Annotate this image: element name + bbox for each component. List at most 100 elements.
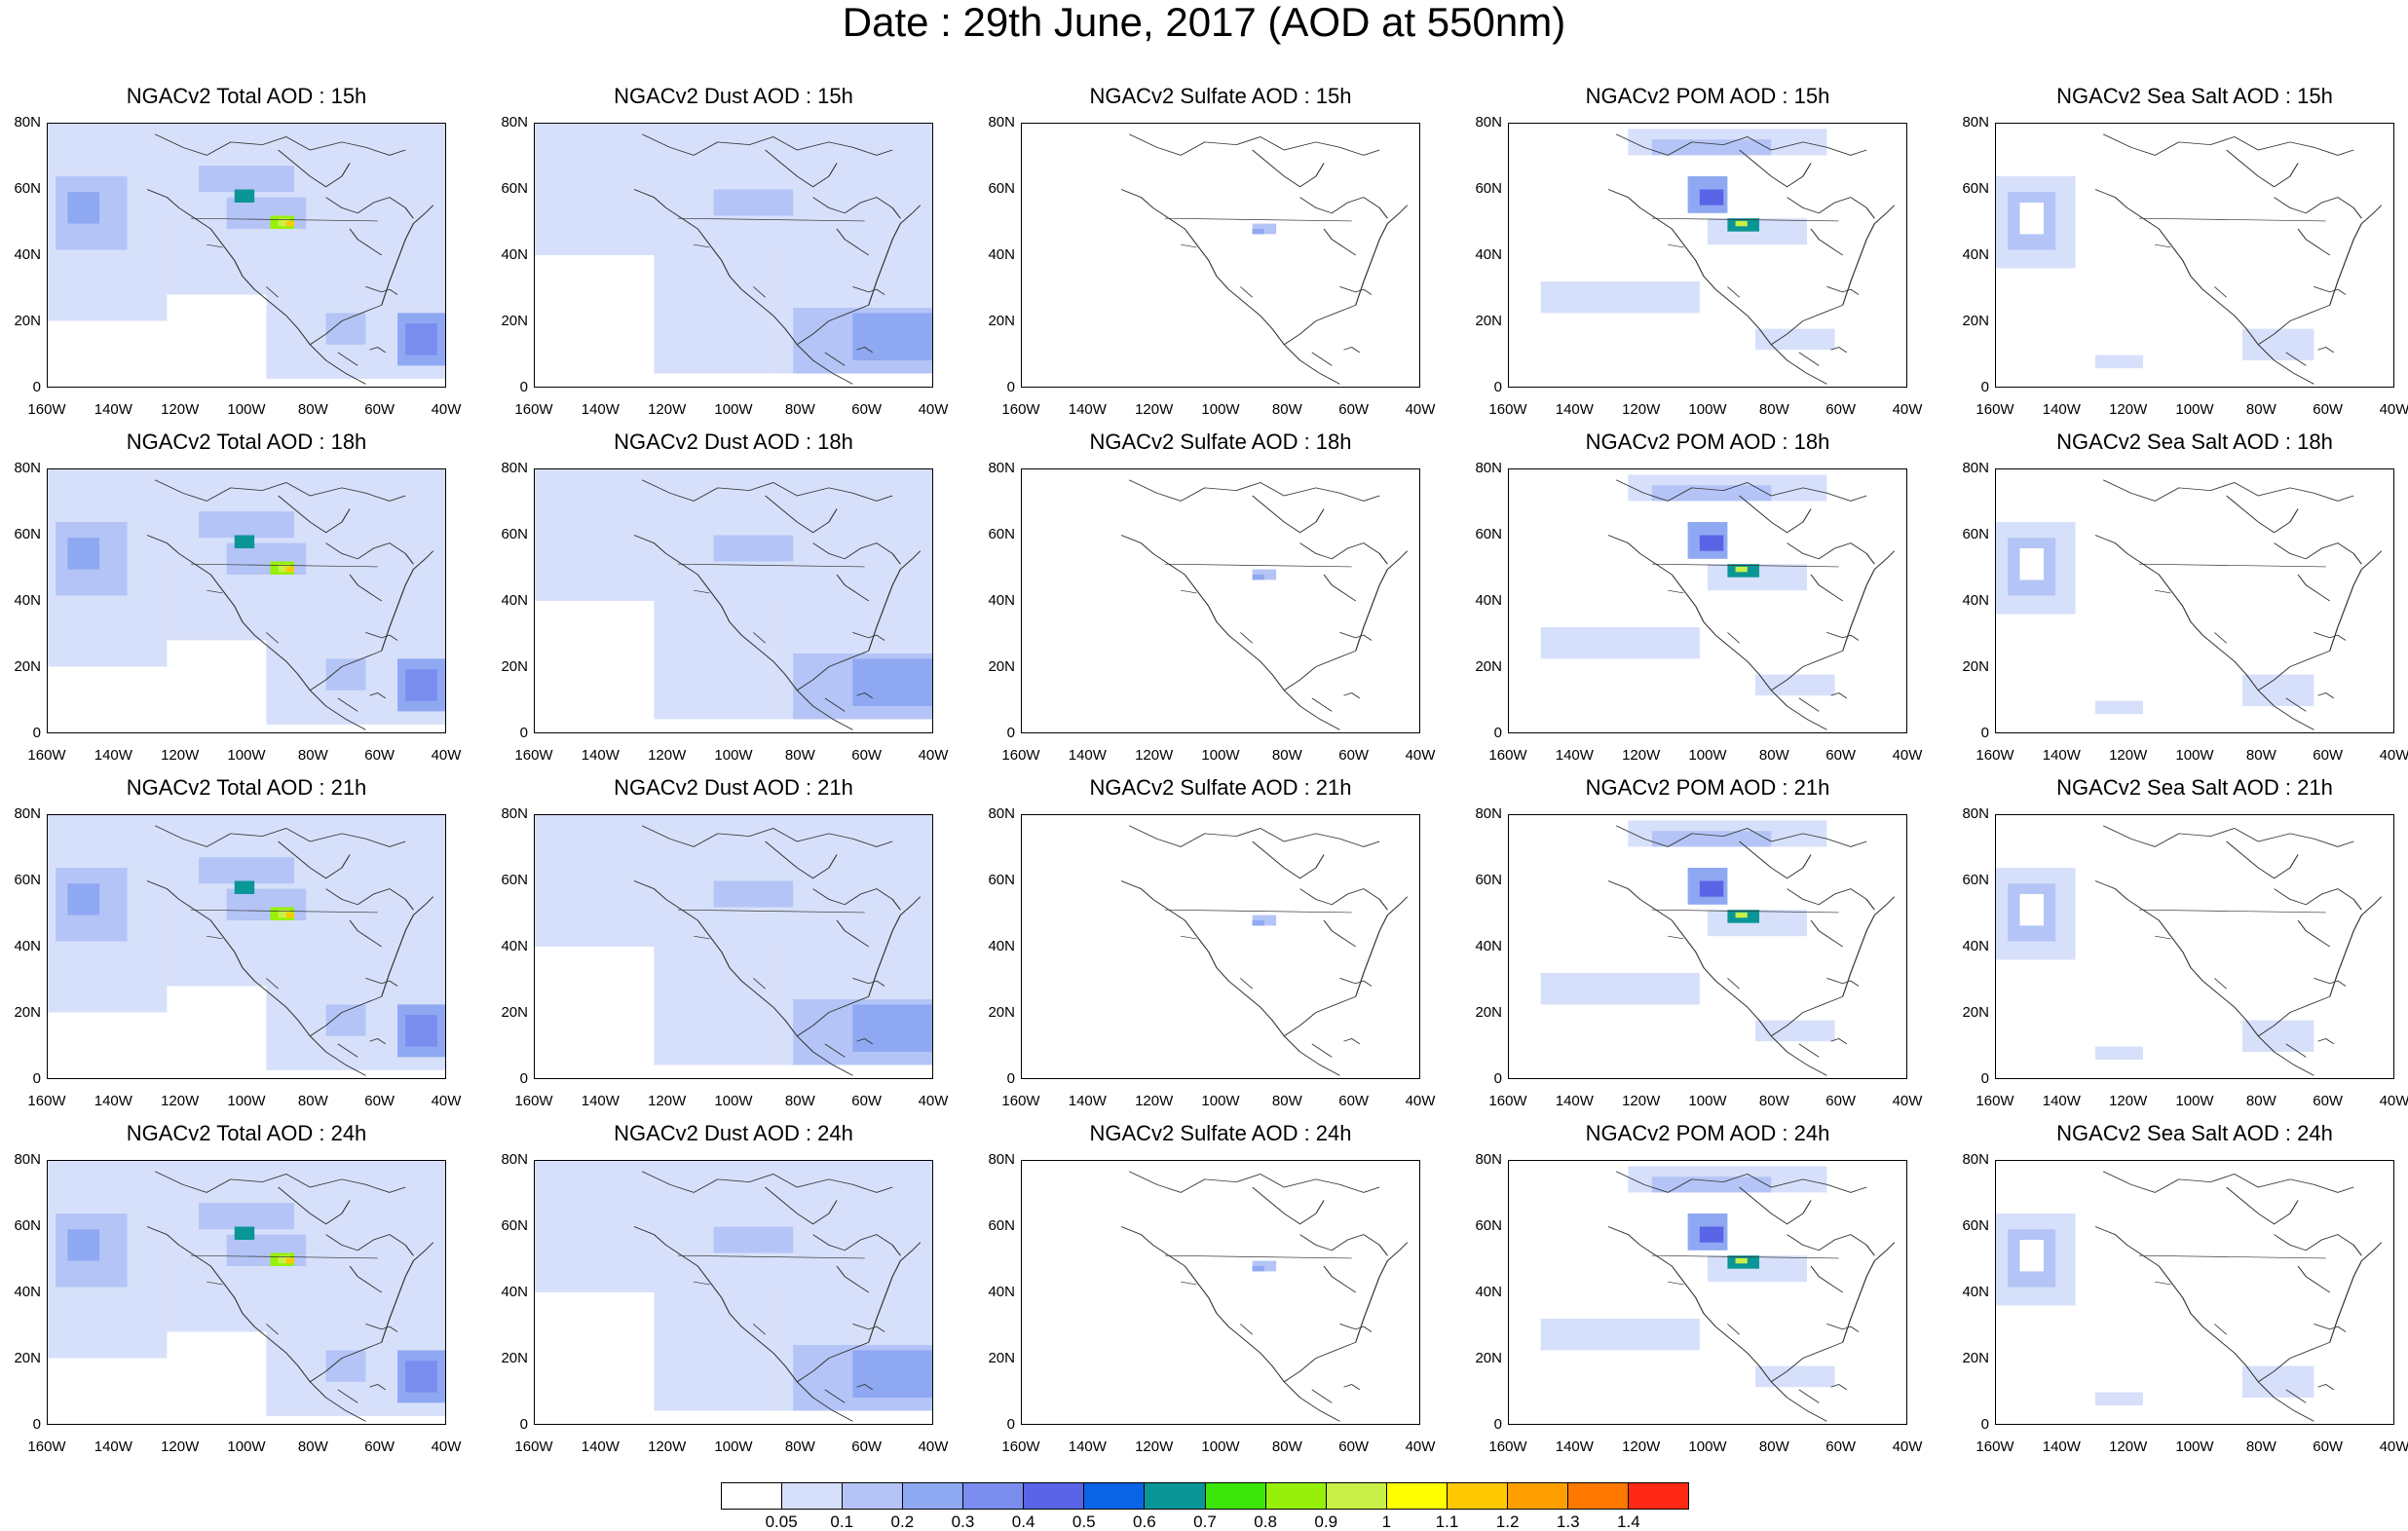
lat-tick-label: 0 <box>1980 379 1989 395</box>
lon-tick-label: 80W <box>297 401 328 418</box>
lon-tick-label: 100W <box>2175 747 2214 764</box>
colorbar-label: 0.05 <box>765 1512 798 1531</box>
lon-tick-label: 80W <box>1758 747 1789 764</box>
map-panel-dust-18h: NGACv2 Dust AOD : 18h 80N 60N 40N 20N 0 160W 14… <box>487 429 984 769</box>
lat-tick-label: 20N <box>14 1350 41 1366</box>
lon-tick-label: 140W <box>581 1438 620 1455</box>
lat-tick-label: 0 <box>1493 379 1502 395</box>
lat-tick-label: 80N <box>1962 1151 1989 1168</box>
country-border <box>1651 909 1839 990</box>
lat-tick-label: 80N <box>1475 1151 1502 1168</box>
aod-cell <box>1651 139 1772 156</box>
aod-cell <box>199 166 294 193</box>
lon-tick-label: 60W <box>851 1438 883 1455</box>
lat-tick-label: 20N <box>1475 658 1502 675</box>
lat-tick-label: 60N <box>14 872 41 888</box>
colorbar-swatch <box>782 1483 844 1509</box>
colorbar-label: 0.8 <box>1254 1512 1277 1531</box>
lat-tick-label: 0 <box>1006 1070 1015 1087</box>
lon-tick-label: 140W <box>2042 401 2081 418</box>
aod-cell <box>167 561 445 641</box>
map-panel-seasalt-15h: NGACv2 Sea Salt AOD : 15h 80N 60N 40N 20N 0 16… <box>1948 84 2408 424</box>
lat-tick-label: 0 <box>1006 379 1015 395</box>
lat-tick-label: 60N <box>501 1217 528 1234</box>
map-panel-pom-24h: NGACv2 POM AOD : 24h 80N 60N 40N 20N 0 160W 140… <box>1461 1121 1958 1461</box>
country-border <box>1651 1254 1839 1335</box>
aod-cell <box>1735 912 1748 918</box>
aod-field <box>48 124 445 385</box>
lat-tick-label: 80N <box>501 460 528 476</box>
lon-tick-label: 160W <box>1975 747 2014 764</box>
lon-tick-label: 80W <box>2245 1093 2276 1109</box>
lat-tick-label: 60N <box>1475 1217 1502 1234</box>
aod-field <box>535 469 932 730</box>
lon-tick-label: 40W <box>2379 1093 2408 1109</box>
coastline <box>146 133 434 385</box>
aod-cell <box>67 883 100 915</box>
lon-tick-label: 80W <box>1271 747 1302 764</box>
map-frame <box>1995 1160 2394 1425</box>
map-frame <box>1021 468 1420 733</box>
aod-cell <box>285 566 294 573</box>
panel-title: NGACv2 Total AOD : 21h <box>126 775 367 800</box>
lat-tick-label: 40N <box>1475 1284 1502 1300</box>
aod-cell <box>199 511 294 539</box>
country-border <box>2138 1254 2326 1335</box>
aod-field <box>1540 129 1896 385</box>
aod-cell <box>278 564 290 573</box>
aod-cell <box>852 658 932 706</box>
lat-tick-label: 20N <box>988 658 1015 675</box>
lat-tick-label: 60N <box>501 526 528 542</box>
aod-cell <box>1754 1365 1835 1388</box>
lat-tick-label: 40N <box>988 938 1015 954</box>
coastline <box>1120 133 1409 385</box>
lon-tick-label: 60W <box>851 1093 883 1109</box>
aod-cell <box>1651 1176 1772 1193</box>
map-panel-sulfate-15h: NGACv2 Sulfate AOD : 15h 80N 60N 40N 20N 0 160… <box>974 84 1471 424</box>
lon-tick-label: 140W <box>1068 1438 1107 1455</box>
aod-cell <box>1735 1257 1748 1264</box>
coastline <box>633 479 922 730</box>
lat-tick-label: 80N <box>1962 460 1989 476</box>
colorbar-label: 0.1 <box>830 1512 854 1531</box>
lon-tick-label: 80W <box>1758 401 1789 418</box>
lat-tick-label: 20N <box>1962 313 1989 329</box>
lon-tick-label: 120W <box>648 747 687 764</box>
lat-tick-label: 40N <box>1962 1284 1989 1300</box>
lon-tick-label: 40W <box>1892 747 1923 764</box>
country-border <box>1651 563 1839 644</box>
country-border <box>1651 217 1839 298</box>
lat-tick-label: 40N <box>988 246 1015 263</box>
lon-tick-label: 60W <box>1825 401 1857 418</box>
lon-tick-label: 160W <box>1001 747 1040 764</box>
panel-title: NGACv2 Sulfate AOD : 15h <box>1089 84 1352 108</box>
aod-cell <box>67 1229 100 1261</box>
lon-tick-label: 140W <box>1068 401 1107 418</box>
colorbar-label: 1.3 <box>1556 1512 1580 1531</box>
lat-tick-label: 0 <box>1006 725 1015 741</box>
lon-tick-label: 100W <box>1201 401 1240 418</box>
lat-tick-label: 60N <box>988 872 1015 888</box>
lon-tick-label: 40W <box>918 1438 949 1455</box>
aod-cell <box>199 1203 294 1230</box>
lon-tick-label: 40W <box>431 1438 462 1455</box>
colorbar-label: 0.3 <box>951 1512 975 1531</box>
coastline <box>2094 133 2383 385</box>
country-border <box>1164 563 1352 644</box>
map-panel-seasalt-18h: NGACv2 Sea Salt AOD : 18h 80N 60N 40N 20N 0 16… <box>1948 429 2408 769</box>
panel-title: NGACv2 Sulfate AOD : 18h <box>1089 429 1352 454</box>
lat-tick-label: 0 <box>1006 1416 1015 1433</box>
lon-tick-label: 120W <box>648 1438 687 1455</box>
lat-tick-label: 60N <box>988 1217 1015 1234</box>
country-border <box>677 563 865 644</box>
aod-cell <box>278 1255 290 1264</box>
lon-tick-label: 120W <box>1622 401 1661 418</box>
lon-tick-label: 80W <box>2245 401 2276 418</box>
lon-tick-label: 40W <box>431 1093 462 1109</box>
colorbar-swatch <box>1567 1483 1629 1509</box>
lat-tick-label: 20N <box>1962 1350 1989 1366</box>
aod-cell <box>67 538 100 570</box>
aod-cell <box>852 1004 932 1052</box>
lon-tick-label: 100W <box>1201 1093 1240 1109</box>
lon-tick-label: 40W <box>918 747 949 764</box>
